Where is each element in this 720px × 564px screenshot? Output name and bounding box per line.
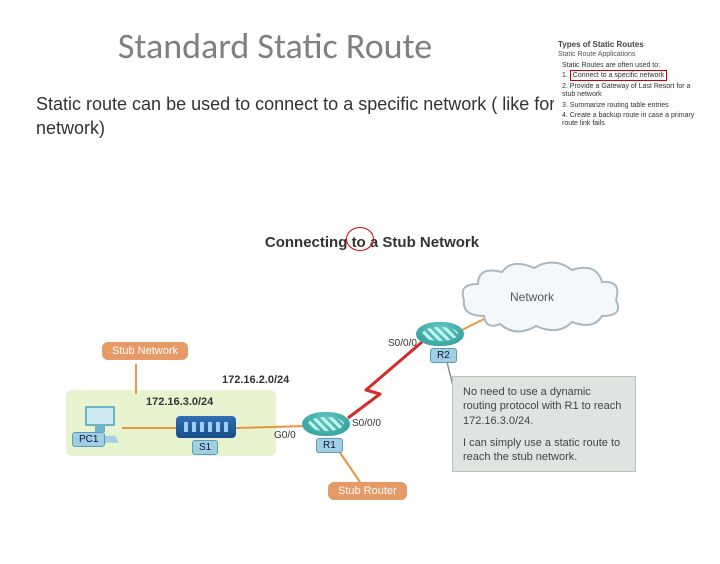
switch-label: S1 (192, 440, 218, 455)
stub-router-label: Stub Router (328, 482, 407, 500)
highlight-intro: Static Routes are often used to: (562, 62, 702, 70)
lan-subnet-label: 172.16.3.0/24 (146, 396, 213, 408)
diagram-title-suffix: a Stub Network (366, 234, 479, 251)
highlight-item-2: 3. Summarize routing table entries (562, 102, 702, 110)
highlight-item-3: 4. Create a backup route in case a prima… (562, 112, 702, 129)
callout-box: No need to use a dynamic routing protoco… (452, 376, 636, 472)
r1-g0-label: G0/0 (274, 430, 296, 441)
diagram-title: Connecting to a Stub Network (92, 234, 652, 251)
pc-label: PC1 (72, 432, 105, 447)
callout-line2: I can simply use a static route to reach… (463, 436, 625, 465)
diagram-title-to: to (352, 234, 366, 251)
r1-s0-label: S0/0/0 (352, 418, 381, 429)
wan-subnet-label: 172.16.2.0/24 (222, 374, 289, 386)
callout-line1: No need to use a dynamic routing protoco… (463, 385, 625, 428)
highlight-subheader: Static Route Applications (558, 51, 702, 58)
cloud-label: Network (510, 290, 554, 304)
highlight-header: Types of Static Routes (558, 40, 702, 49)
diagram-title-prefix: Connecting (265, 234, 352, 251)
highlight-item-0-text: Connect to a specific network (570, 70, 667, 81)
highlight-item-0: 1. Connect to a specific network (562, 72, 702, 80)
router-r1-label: R1 (316, 438, 343, 453)
stub-network-label: Stub Network (102, 342, 188, 360)
highlight-thumbnail: Types of Static Routes Static Route Appl… (554, 36, 706, 156)
network-diagram: Connecting to a Stub Network Stub Networ… (92, 234, 652, 524)
highlight-item-1: 2. Provide a Gateway of Last Resort for … (562, 83, 702, 100)
page-title: Standard Static Route (0, 24, 550, 68)
switch-icon (176, 416, 236, 438)
r2-s0-label: S0/0/0 (388, 338, 417, 349)
router-r2-label: R2 (430, 348, 457, 363)
router-r1-icon (302, 412, 350, 436)
